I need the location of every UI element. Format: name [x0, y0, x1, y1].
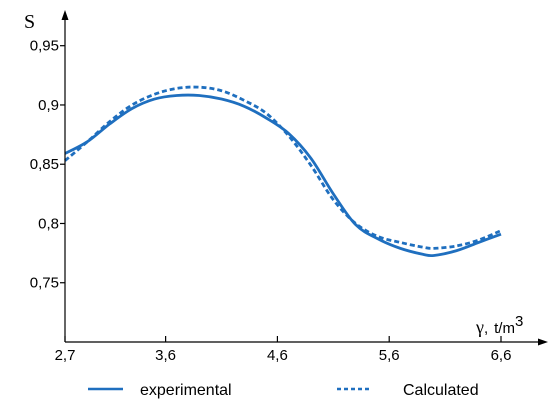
x-tick-label: 6,6 [491, 347, 512, 364]
x-axis-arrow [538, 338, 548, 346]
y-tick-label: 0,85 [30, 156, 59, 173]
legend-label-calculated: Calculated [403, 382, 479, 399]
plot-area [64, 85, 502, 258]
x-axis-separator: , [484, 320, 488, 337]
ticks: 0,75 0,8 0,85 0,9 0,95 2,7 3,6 4,6 5,6 6,6 [30, 38, 512, 364]
y-axis-arrow [61, 10, 69, 20]
y-tick-label: 0,9 [38, 97, 59, 114]
x-axis-symbol: γ [475, 317, 484, 337]
axes [61, 10, 548, 346]
x-tick-label: 3,6 [155, 347, 176, 364]
y-tick-label: 0,75 [30, 275, 59, 292]
x-axis-label: γ, t/m3 [475, 313, 523, 337]
series-line-calculated [64, 85, 502, 250]
x-tick-label: 2,7 [55, 347, 76, 364]
series-line-experimental [64, 93, 502, 258]
x-axis-unit-exponent: 3 [515, 313, 523, 330]
x-tick-label: 4,6 [267, 347, 288, 364]
x-tick-label: 5,6 [379, 347, 400, 364]
x-axis-unit: t/m [494, 320, 515, 337]
legend-label-experimental: experimental [140, 382, 232, 399]
legend: experimental Calculated [88, 382, 479, 399]
y-axis-label: S [24, 11, 35, 33]
y-tick-label: 0,95 [30, 38, 59, 55]
y-tick-label: 0,8 [38, 215, 59, 232]
